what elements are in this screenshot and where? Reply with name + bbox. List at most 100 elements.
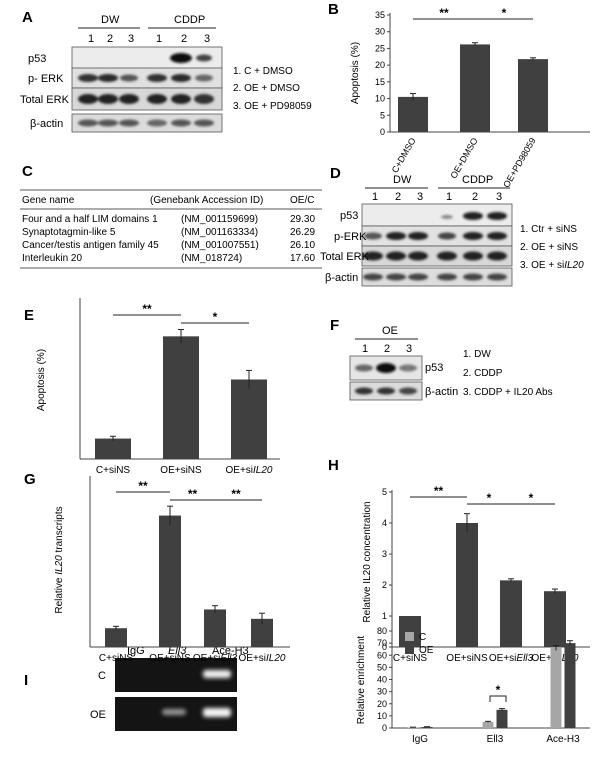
significance-mark: **: [439, 6, 449, 20]
panel-d-row-perk: p-ERK: [334, 231, 367, 243]
bar: [231, 379, 267, 459]
panel-a-row-actin: β-actin: [30, 118, 63, 130]
panel-f-row-actin: β-actin: [425, 386, 458, 398]
y-tick-label: 40: [377, 675, 387, 685]
panel-letter-c: C: [22, 163, 33, 180]
panel-c-cell: 29.30: [290, 214, 315, 225]
chart-i: 0 10 20 30 40 50 60 70 80 Relative enrichment C OE I…: [356, 626, 590, 745]
y-tick-label: 0: [382, 642, 387, 652]
table-row: Interleukin 20 (NM_018724) 17.60: [22, 253, 315, 264]
panel-a: DW CDDP 1 2 3 1 2 3: [20, 14, 312, 133]
bar: [456, 523, 478, 647]
panel-f-group-oe: OE: [382, 325, 398, 337]
category-label: OE+siNS: [160, 465, 202, 476]
panel-d-legend-2: 2. OE + siNS: [520, 242, 578, 253]
y-tick-label: 10: [375, 94, 385, 104]
category-label: C+DMSO: [390, 136, 418, 175]
y-tick-label: 3: [382, 549, 387, 559]
panel-letter-g: G: [24, 471, 36, 488]
category-label: C+siNS: [393, 653, 428, 664]
significance-mark: **: [434, 484, 444, 498]
y-tick-label: 4: [382, 518, 387, 528]
y-axis-label: Relative IL20 concentration: [362, 501, 373, 622]
panel-i-row-oe: OE: [90, 709, 106, 721]
panel-a-lane-1: 1: [88, 33, 94, 45]
category-label: OE+siIL20: [226, 465, 273, 476]
panel-c-table: Gene name (Genebank Accession ID) OE/C F…: [20, 189, 322, 269]
panel-a-lane-3: 3: [128, 33, 134, 45]
category-label: OE+siEll3: [489, 653, 534, 664]
panel-f-lane-3: 3: [406, 343, 412, 355]
y-axis-label: Relative IL20 transcripts: [54, 506, 65, 613]
bar: [163, 336, 199, 459]
panel-c-cell: (NM_001007551): [181, 240, 259, 251]
significance-mark: *: [496, 683, 501, 697]
panel-letter-d: D: [330, 165, 341, 182]
table-row: Synaptotagmin-like 5 (NM_001163334) 26.2…: [22, 227, 315, 238]
bar: [564, 643, 576, 728]
panel-a-lane-4: 1: [156, 33, 162, 45]
y-tick-label: 5: [380, 110, 385, 120]
y-tick-label: 70: [377, 638, 387, 648]
y-tick-label: 30: [375, 27, 385, 37]
panel-c-cell: 17.60: [290, 253, 315, 264]
panel-i-lane-ell3: Ell3: [168, 645, 187, 657]
table-row: Cancer/testis antigen family 45 (NM_0010…: [22, 240, 315, 251]
bar: [159, 515, 181, 647]
y-axis-label: Apoptosis (%): [36, 349, 47, 411]
panel-c-header-ratio: OE/C: [290, 195, 314, 206]
panel-f-lane-1: 1: [362, 343, 368, 355]
panel-c-cell: Interleukin 20: [22, 253, 82, 264]
panel-a-row-perk: p- ERK: [28, 73, 64, 85]
bar: [496, 709, 508, 728]
category-label: IgG: [412, 734, 428, 745]
panel-d-group-cddp: CDDP: [462, 174, 493, 186]
panel-letter-e: E: [24, 307, 34, 324]
y-tick-label: 20: [377, 699, 387, 709]
panel-d-row-p53: p53: [340, 210, 358, 222]
y-tick-label: 80: [377, 626, 387, 636]
panel-c-cell: 26.10: [290, 240, 315, 251]
bar: [500, 580, 522, 647]
significance-mark: *: [213, 310, 218, 324]
panel-f: OE 1 2 3 p53 β-actin 1. DW 2. CDDP 3. CD…: [349, 325, 553, 401]
table-row: Four and a half LIM domains 1 (NM_001159…: [22, 214, 315, 225]
panel-i-gel: IgG Ell3 Ace-H3 C OE: [90, 645, 249, 731]
y-tick-label: 15: [375, 77, 385, 87]
panel-i-lane-ace: Ace-H3: [212, 645, 249, 657]
significance-mark: *: [529, 491, 534, 505]
y-tick-label: 50: [377, 662, 387, 672]
panel-d-row-actin: β-actin: [325, 272, 358, 284]
category-label: OE+siEll3: [193, 653, 238, 664]
panel-d: DW CDDP 1 2 3 1 2 3: [320, 174, 584, 287]
legend-label: C: [419, 632, 426, 643]
y-tick-label: 0: [380, 127, 385, 137]
bar: [95, 438, 131, 459]
panel-c-header-accession: (Genebank Accession ID): [150, 195, 263, 206]
panel-f-legend-1: 1. DW: [463, 349, 491, 360]
panel-d-lane-3: 3: [417, 191, 423, 203]
legend-swatch: [405, 632, 414, 641]
y-tick-label: 0: [382, 723, 387, 733]
y-tick-label: 5: [382, 487, 387, 497]
y-axis-label: Relative enrichment: [356, 636, 367, 725]
bar: [482, 721, 494, 728]
y-tick-label: 1: [382, 611, 387, 621]
y-tick-label: 25: [375, 43, 385, 53]
panel-a-lane-2: 2: [107, 33, 113, 45]
significance-mark: *: [487, 491, 492, 505]
legend-label: OE: [419, 645, 434, 656]
panel-a-lane-5: 2: [181, 33, 187, 45]
y-tick-label: 30: [377, 687, 387, 697]
panel-d-group-dw: DW: [393, 174, 412, 186]
panel-d-lane-2: 2: [395, 191, 401, 203]
bar: [251, 618, 273, 647]
bar: [399, 616, 421, 647]
significance-mark: **: [138, 479, 148, 493]
panel-d-row-total-erk: Total ERK: [320, 251, 370, 263]
category-label: OE+siNS: [149, 653, 191, 664]
panel-d-lane-6: 3: [496, 191, 502, 203]
panel-letter-b: B: [328, 1, 339, 18]
panel-a-row-p53: p53: [28, 53, 46, 65]
panel-i-row-c: C: [98, 670, 106, 682]
